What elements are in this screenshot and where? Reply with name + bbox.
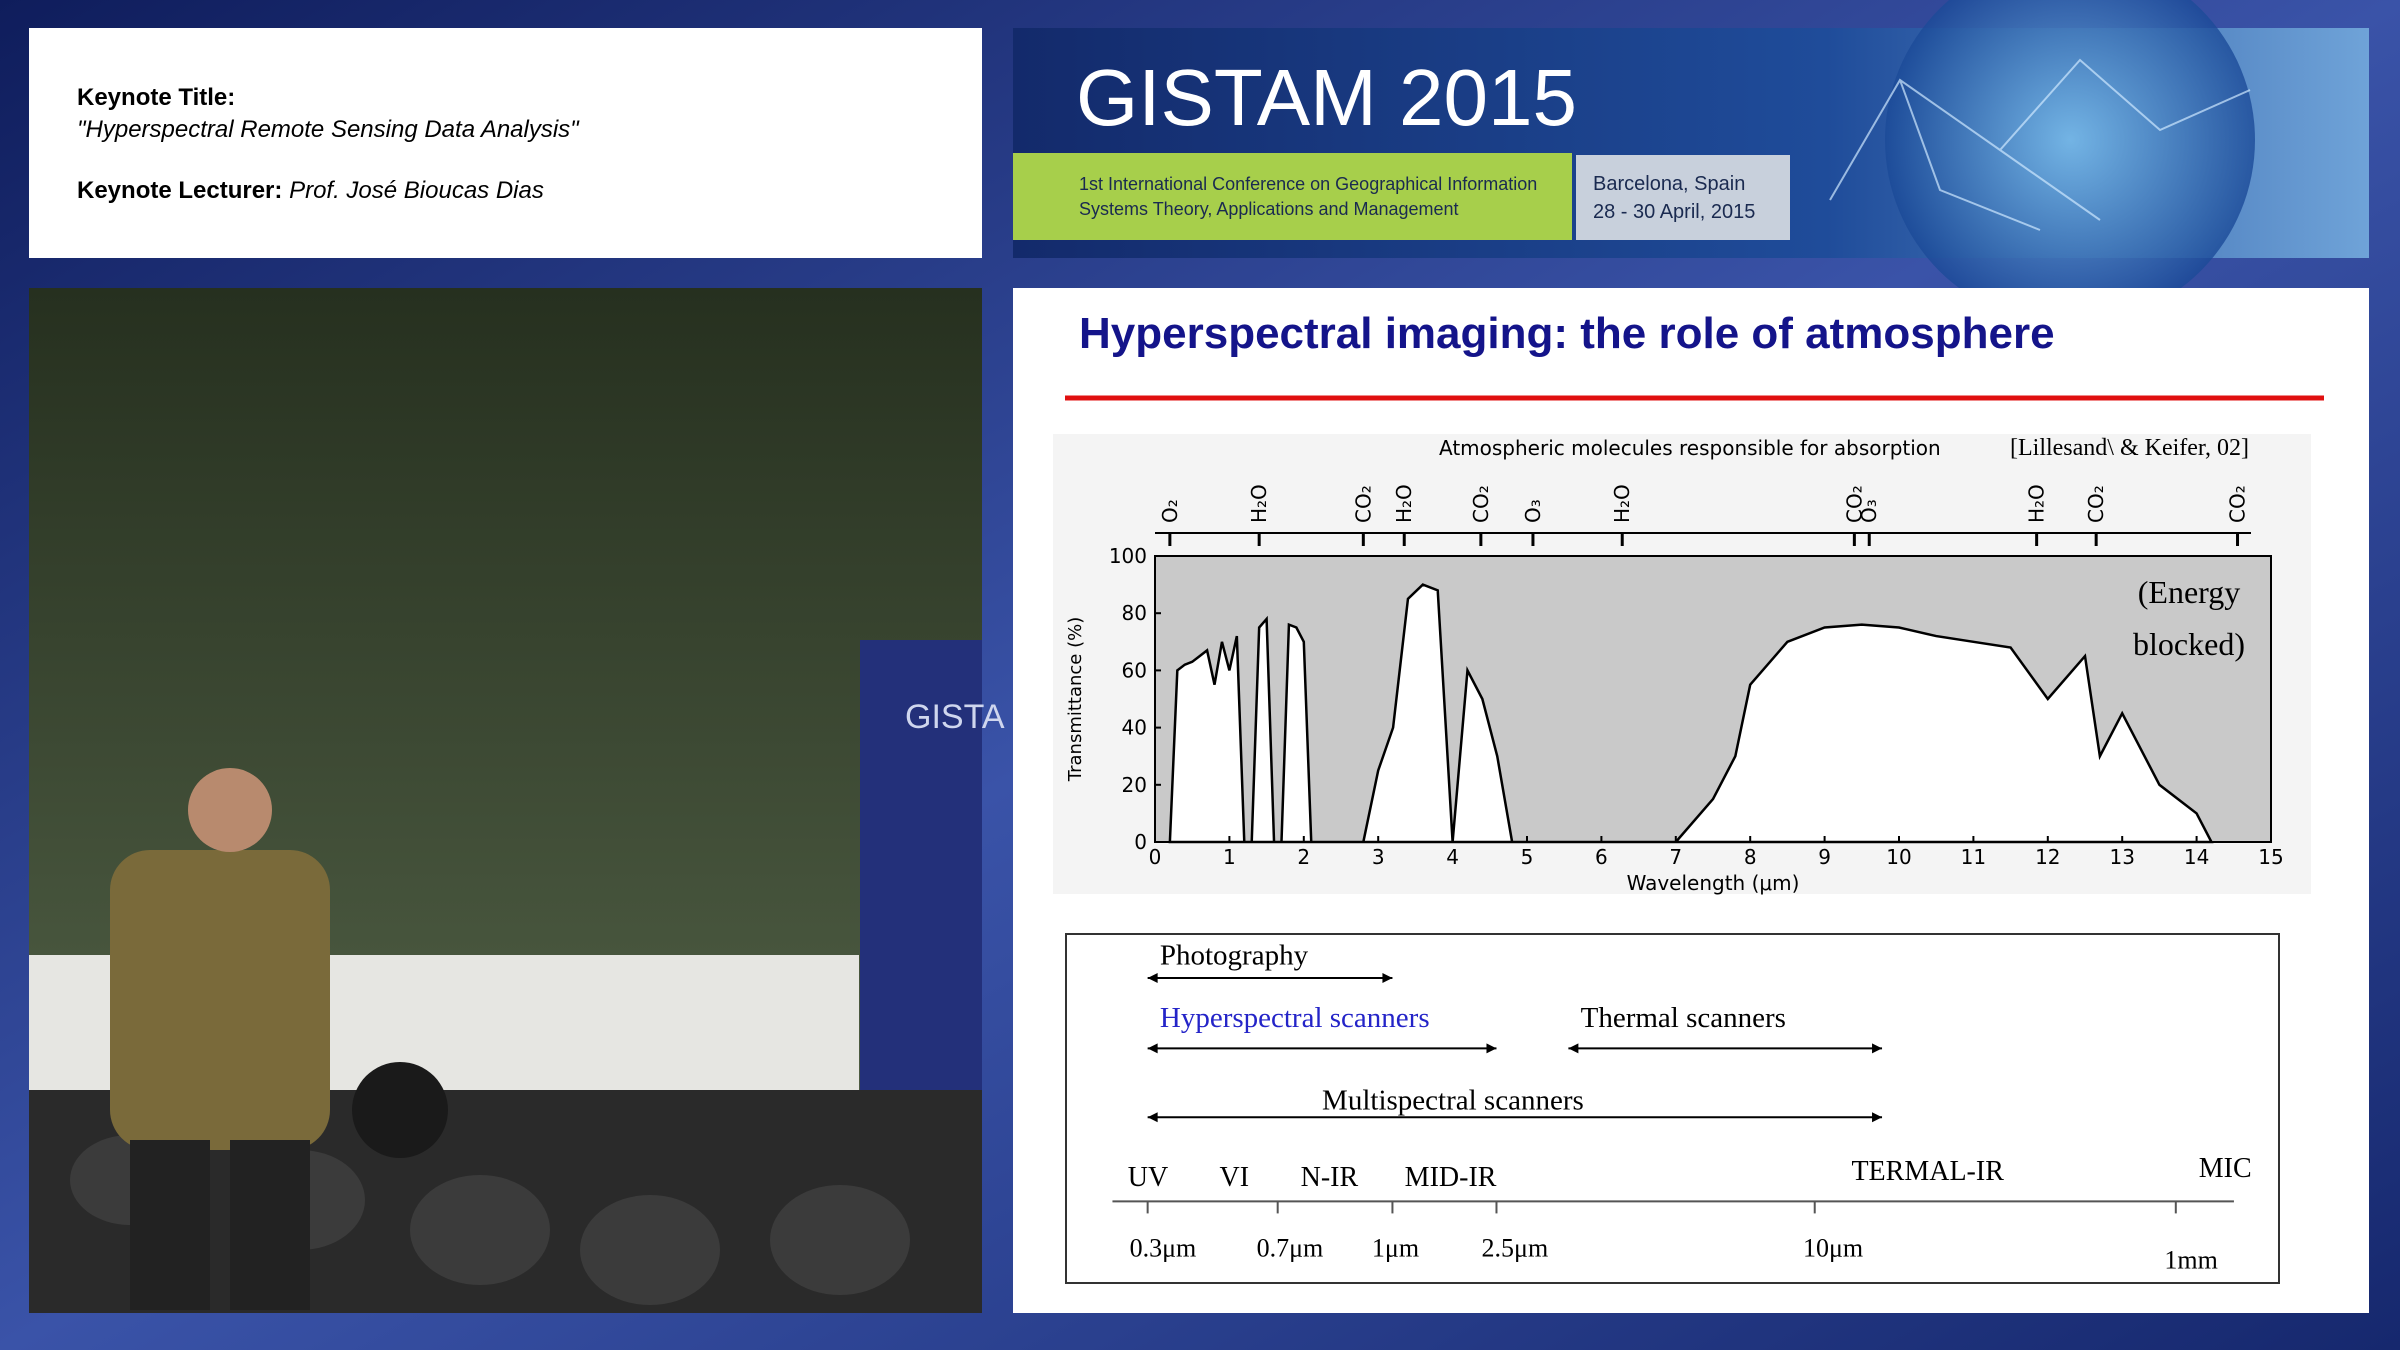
slide: Hyperspectral imaging: the role of atmos… xyxy=(1013,288,2369,1313)
range-label: Photography xyxy=(1160,939,1309,971)
banner-conference-strip xyxy=(1013,153,1572,240)
x-tick-label: 14 xyxy=(2184,845,2209,869)
transmittance-chart: 0 1 2 3 4 5 6 7 8 9 10 11 12 13 14 15020406080100Wavele… xyxy=(1065,435,2284,895)
range-label: Multispectral scanners xyxy=(1322,1085,1584,1117)
x-tick-label: 6 xyxy=(1595,845,1608,869)
x-tick-label: 9 xyxy=(1818,845,1831,869)
band-label: UV xyxy=(1128,1162,1168,1193)
banner-dates: 28 - 30 April, 2015 xyxy=(1593,201,1755,223)
slide-title: Hyperspectral imaging: the role of atmos… xyxy=(1079,309,2055,358)
scale-label: 2.5μm xyxy=(1482,1233,1549,1262)
x-tick-label: 11 xyxy=(1961,845,1986,869)
banner-conference-line: Systems Theory, Applications and Managem… xyxy=(1079,199,1459,219)
scale-label: 10μm xyxy=(1803,1233,1863,1262)
band-label: VI xyxy=(1220,1162,1250,1193)
keynote-title-label: Keynote Title: xyxy=(77,84,235,111)
x-tick-label: 7 xyxy=(1669,845,1682,869)
scale-label: 1μm xyxy=(1372,1233,1419,1262)
rollup-text: GISTA xyxy=(905,698,1005,736)
y-tick-label: 20 xyxy=(1122,773,1147,797)
y-tick-label: 100 xyxy=(1109,544,1147,568)
range-label: Thermal scanners xyxy=(1581,1002,1786,1034)
keynote-lecturer-label: Keynote Lecturer: xyxy=(77,177,282,204)
x-axis-label: Wavelength (μm) xyxy=(1627,871,1800,895)
audience-head xyxy=(352,1062,448,1158)
absorber-label: CO₂ xyxy=(1351,485,1375,523)
scale-label: 1mm xyxy=(2164,1246,2217,1275)
band-label: N-IR xyxy=(1301,1162,1359,1193)
absorber-label: H₂O xyxy=(1392,484,1416,523)
x-tick-label: 15 xyxy=(2258,845,2283,869)
x-tick-label: 8 xyxy=(1744,845,1757,869)
transmittance-curve xyxy=(1168,583,2214,844)
citation: [Lillesand\ & Keifer, 02] xyxy=(2010,435,2249,461)
energy-blocked-note: blocked) xyxy=(2133,626,2245,662)
globe xyxy=(1885,0,2255,325)
y-tick-label: 40 xyxy=(1122,716,1147,740)
scale-label: 0.3μm xyxy=(1130,1233,1197,1262)
banner-location-box xyxy=(1576,155,1790,240)
band-label: MID-IR xyxy=(1405,1162,1497,1193)
spectrum-diagram: Photography Hyperspectral scanners Thermal… xyxy=(1112,939,2252,1275)
absorber-label: H₂O xyxy=(1247,484,1271,523)
scale-label: 0.7μm xyxy=(1257,1233,1324,1262)
range-label: Hyperspectral scanners xyxy=(1160,1002,1430,1034)
x-tick-label: 12 xyxy=(2035,845,2060,869)
info-panel xyxy=(29,28,982,258)
speaker xyxy=(110,768,330,1310)
keynote-title: "Hyperspectral Remote Sensing Data Analy… xyxy=(77,116,580,143)
keynote-lecturer-line: Keynote Lecturer: Prof. José Bioucas Dia… xyxy=(77,177,544,204)
absorber-label: CO₂ xyxy=(2226,485,2250,523)
x-tick-label: 5 xyxy=(1521,845,1534,869)
absorber-label: O₂ xyxy=(1158,499,1182,523)
energy-blocked-note: (Energy xyxy=(2138,574,2240,610)
absorber-label: CO₂ xyxy=(2084,485,2108,523)
video-frame: GISTA xyxy=(29,288,1005,1313)
keynote-lecturer: Prof. José Bioucas Dias xyxy=(289,177,544,204)
band-label: MIC xyxy=(2199,1153,2252,1184)
x-tick-label: 1 xyxy=(1223,845,1236,869)
y-tick-label: 80 xyxy=(1122,601,1147,625)
banner-title: GISTAM 2015 xyxy=(1076,53,1577,142)
y-tick-label: 0 xyxy=(1134,830,1147,854)
x-tick-label: 3 xyxy=(1372,845,1385,869)
x-tick-label: 4 xyxy=(1446,845,1459,869)
absorber-label: O₃ xyxy=(1521,499,1545,523)
absorber-label: CO₂ xyxy=(1842,485,1866,523)
x-tick-label: 0 xyxy=(1149,845,1162,869)
x-tick-label: 13 xyxy=(2109,845,2134,869)
band-label: TERMAL-IR xyxy=(1851,1156,2004,1187)
absorber-label: H₂O xyxy=(2025,484,2049,523)
globe-network xyxy=(1829,58,2251,231)
absorber-label: H₂O xyxy=(1610,484,1634,523)
banner-conference-line: 1st International Conference on Geograph… xyxy=(1079,174,1537,194)
chart-header: Atmospheric molecules responsible for ab… xyxy=(1439,436,1941,460)
absorber-label: O₃ xyxy=(1857,499,1881,523)
banner-location: Barcelona, Spain xyxy=(1593,173,1745,195)
x-tick-label: 10 xyxy=(1886,845,1911,869)
spectrum-box xyxy=(1065,933,2280,1284)
absorber-label: CO₂ xyxy=(1469,485,1493,523)
y-tick-label: 60 xyxy=(1122,658,1147,682)
y-axis-label: Transmittance (%) xyxy=(1065,617,1086,783)
x-tick-label: 2 xyxy=(1297,845,1310,869)
